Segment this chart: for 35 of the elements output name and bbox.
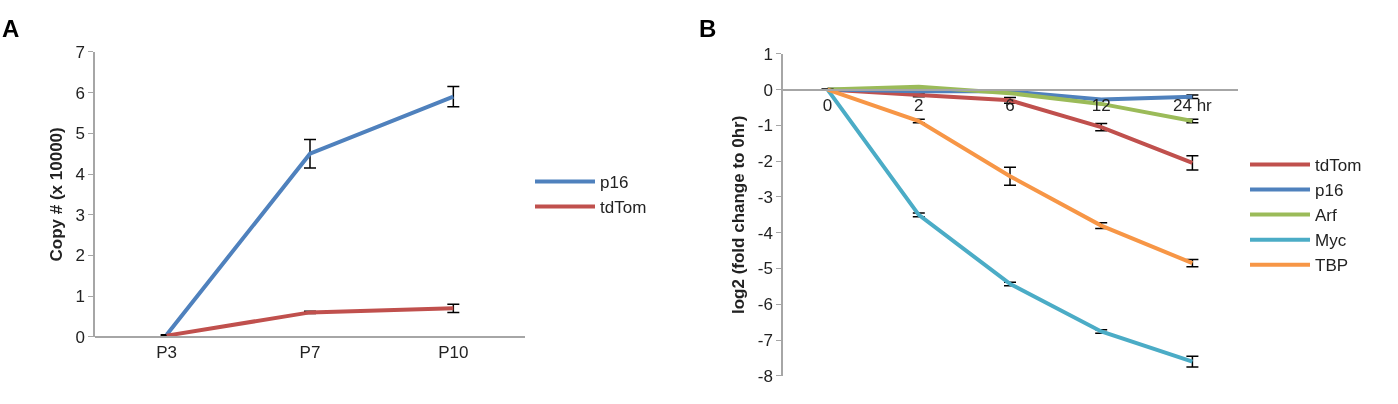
y-axis-title: log2 (fold change to 0hr) (728, 115, 748, 315)
x-tick-label: 24 hr (1173, 95, 1213, 115)
y-tick-label: -8 (757, 366, 773, 386)
x-tick-label: P10 (438, 342, 469, 362)
y-tick-label: -3 (757, 187, 773, 207)
y-axis-title: Copy # (x 10000) (47, 127, 67, 262)
legend-label: p16 (600, 173, 629, 193)
y-tick-label: -5 (757, 259, 773, 279)
y-tick-label: -2 (757, 152, 773, 172)
y-tick-label: 5 (75, 124, 85, 144)
x-tick-label: P3 (156, 342, 178, 362)
legend-label: TBP (1315, 256, 1349, 276)
x-tick-label: 2 (914, 95, 924, 115)
legend-label: Myc (1315, 231, 1347, 251)
legend-label: p16 (1315, 181, 1344, 201)
y-tick-label: 2 (75, 246, 85, 266)
y-tick-label: -4 (757, 223, 773, 243)
y-tick-label: 1 (75, 287, 85, 307)
y-tick-label: 0 (763, 80, 773, 100)
chart-title: B (699, 15, 717, 42)
legend-label: tdTom (1315, 156, 1362, 176)
line-series (825, 87, 1195, 266)
y-tick-label: 7 (75, 42, 85, 62)
y-tick-label: 1 (763, 44, 773, 64)
y-tick-label: 3 (75, 205, 85, 225)
y-tick-label: -1 (757, 116, 773, 136)
y-tick-label: -6 (757, 295, 773, 315)
x-tick-label: P7 (299, 342, 321, 362)
y-tick-label: 4 (75, 164, 85, 184)
chart-title: A (2, 15, 20, 42)
x-tick-label: 0 (822, 95, 833, 115)
y-tick-label: -7 (757, 331, 773, 351)
legend-label: Arf (1315, 206, 1337, 226)
legend-label: tdTom (600, 198, 647, 218)
y-tick-label: 0 (75, 327, 85, 347)
